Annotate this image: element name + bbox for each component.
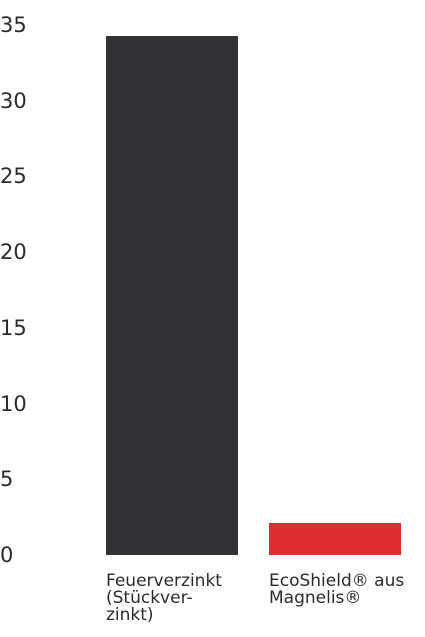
bar-1	[106, 35, 238, 555]
y-tick-label: 30	[0, 88, 27, 113]
y-tick-label: 5	[0, 467, 14, 492]
y-tick-label: 15	[0, 315, 27, 340]
bar-2	[269, 523, 401, 555]
x-category-label: Feuerverzinkt (Stückver- zinkt)	[106, 571, 222, 625]
y-tick-label: 20	[0, 240, 27, 265]
y-tick-label: 0	[0, 543, 14, 567]
x-category-label: EcoShield® aus Magnelis®	[269, 571, 405, 608]
y-tick-label: 35	[0, 13, 27, 37]
y-tick-label: 10	[0, 391, 27, 416]
y-tick-label: 25	[0, 164, 27, 189]
